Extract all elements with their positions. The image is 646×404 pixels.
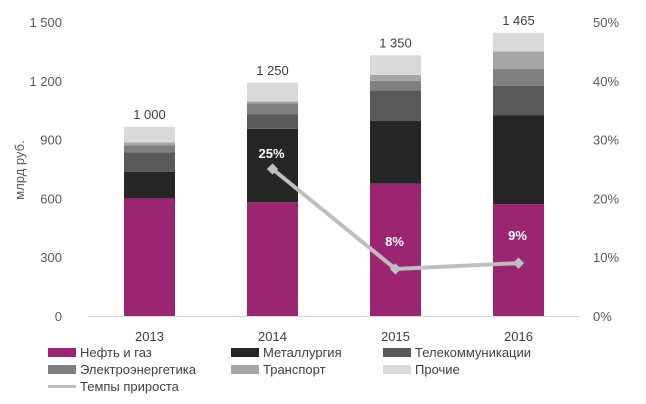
legend-item: Транспорт bbox=[231, 362, 326, 377]
x-tick-label: 2013 bbox=[135, 329, 164, 344]
legend-swatch bbox=[383, 348, 411, 357]
legend-item: Прочие bbox=[383, 362, 460, 377]
legend-swatch bbox=[48, 365, 76, 374]
bar-segment bbox=[247, 101, 298, 104]
growth-label: 9% bbox=[508, 228, 527, 243]
bar-segment bbox=[247, 82, 298, 102]
bar-segment bbox=[370, 90, 421, 121]
legend-swatch bbox=[48, 348, 76, 357]
legend-label: Транспорт bbox=[263, 362, 326, 377]
legend-line-swatch bbox=[48, 385, 76, 388]
y-tick-label: 900 bbox=[40, 133, 62, 148]
total-label: 1 465 bbox=[502, 13, 535, 28]
y-tick-label: 600 bbox=[40, 191, 62, 206]
y-tick-label: 300 bbox=[40, 250, 62, 265]
legend-label: Электроэнергетика bbox=[80, 362, 196, 377]
y-tick-label: 1 500 bbox=[29, 15, 62, 30]
legend-label: Нефть и газ bbox=[80, 345, 152, 360]
bar-segment bbox=[493, 69, 544, 86]
bar-segment bbox=[247, 202, 298, 316]
growth-label: 25% bbox=[258, 146, 284, 161]
y2-tick-label: 30% bbox=[593, 133, 619, 148]
y-tick-label: 1 200 bbox=[29, 74, 62, 89]
x-tick-label: 2014 bbox=[258, 329, 287, 344]
legend-label: Темпы прироста bbox=[80, 379, 179, 394]
growth-marker bbox=[512, 257, 525, 269]
legend-label: Металлургия bbox=[263, 345, 342, 360]
legend-swatch bbox=[231, 348, 259, 357]
bar-segment bbox=[124, 152, 175, 172]
bar-segment bbox=[370, 120, 421, 184]
growth-label: 8% bbox=[385, 234, 404, 249]
y2-tick-label: 20% bbox=[593, 191, 619, 206]
bar-segment bbox=[493, 51, 544, 70]
y2-tick-label: 50% bbox=[593, 15, 619, 30]
y-axis-label: млрд руб. bbox=[12, 140, 27, 199]
bar-segment bbox=[124, 171, 175, 199]
chart-plot: 0 300 600 900 1 200 1 500 0% 10% 20% 30% 40% 50% млр… bbox=[12, 13, 619, 344]
legend-item: Нефть и газ bbox=[48, 345, 152, 360]
legend-label: Прочие bbox=[415, 362, 460, 377]
legend-item: Металлургия bbox=[231, 345, 342, 360]
legend-item: Телекоммуникации bbox=[383, 345, 531, 360]
total-label: 1 250 bbox=[256, 63, 289, 78]
legend-label: Телекоммуникации bbox=[415, 345, 532, 360]
bar-segment bbox=[124, 142, 175, 146]
bar-segment bbox=[493, 85, 544, 116]
y-tick-label: 0 bbox=[55, 309, 62, 324]
bar-segment bbox=[493, 32, 544, 52]
bar-segment bbox=[370, 80, 421, 91]
legend-item: Электроэнергетика bbox=[48, 362, 196, 377]
bar-segment bbox=[124, 126, 175, 143]
bar-segment bbox=[124, 198, 175, 316]
x-tick-label: 2015 bbox=[381, 329, 410, 344]
bar-segment bbox=[493, 115, 544, 205]
bar-segment bbox=[370, 55, 421, 75]
bar-segment bbox=[124, 145, 175, 153]
bar-segment bbox=[247, 103, 298, 115]
growth-marker bbox=[389, 263, 402, 275]
y2-tick-label: 10% bbox=[593, 250, 619, 265]
y2-tick-label: 0% bbox=[593, 309, 612, 324]
bar-segment bbox=[370, 183, 421, 316]
y2-tick-label: 40% bbox=[593, 74, 619, 89]
legend-swatch bbox=[383, 365, 411, 374]
bar-segment bbox=[370, 74, 421, 81]
total-label: 1 000 bbox=[133, 107, 166, 122]
bar-segment bbox=[247, 114, 298, 129]
x-tick-label: 2016 bbox=[504, 329, 533, 344]
legend-swatch bbox=[231, 365, 259, 374]
legend-item: Темпы прироста bbox=[48, 379, 179, 394]
total-label: 1 350 bbox=[379, 35, 412, 50]
growth-marker bbox=[266, 163, 279, 175]
